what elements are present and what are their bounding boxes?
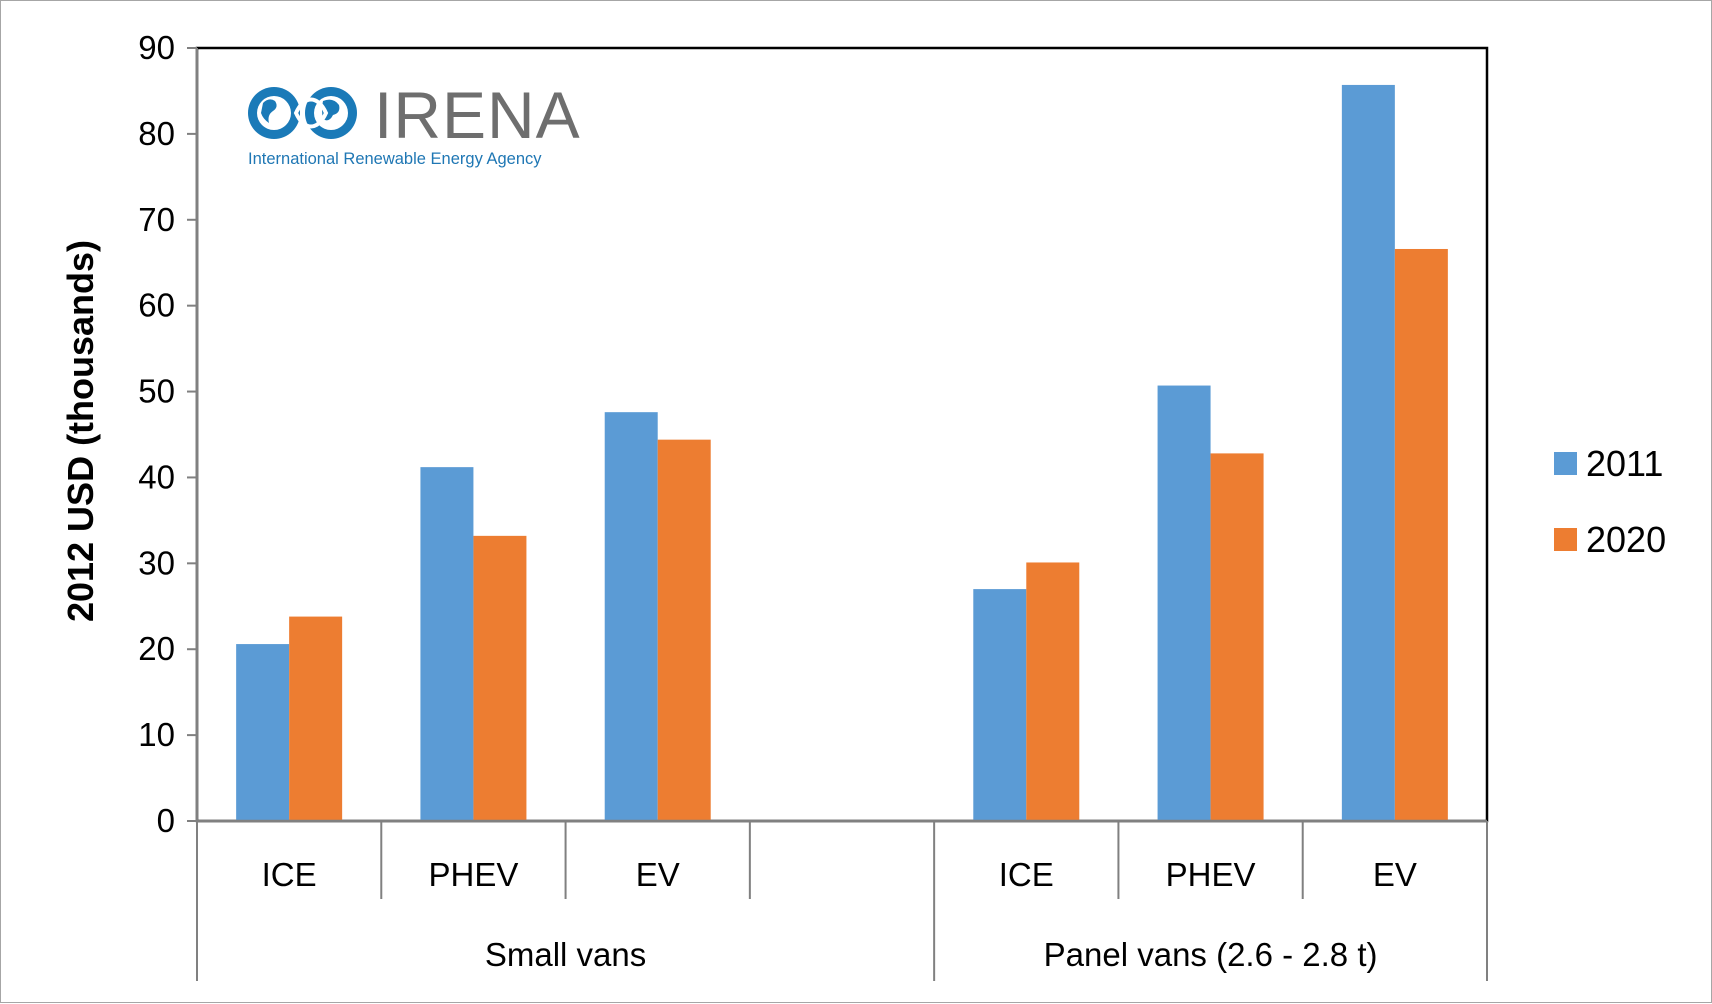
logo-tagline: International Renewable Energy Agency <box>248 150 542 168</box>
y-tick-label: 70 <box>138 201 175 238</box>
y-axis-label: 2012 USD (thousands) <box>60 240 101 622</box>
y-tick-label: 20 <box>138 630 175 667</box>
y-tick-label: 90 <box>138 29 175 66</box>
bar-2020-0 <box>289 616 343 821</box>
y-tick-label: 30 <box>138 544 175 581</box>
bar-2011-4 <box>1157 385 1211 821</box>
infinity-globe-icon <box>248 87 357 139</box>
legend-swatch <box>1554 452 1577 475</box>
bar-2020-4 <box>1210 453 1264 821</box>
x-category-label: ICE <box>262 856 317 893</box>
y-tick-label: 40 <box>138 458 175 495</box>
bar-2011-0 <box>236 644 290 821</box>
y-tick-label: 50 <box>138 373 175 410</box>
irena-logo: IRENA International Renewable Energy Age… <box>248 78 581 168</box>
legend-label: 2011 <box>1586 443 1663 484</box>
bar-2011-2 <box>604 412 658 821</box>
x-category-label: EV <box>1373 856 1417 893</box>
x-group-label: Small vans <box>485 936 646 973</box>
y-tick-label: 0 <box>157 802 175 839</box>
x-category-label: ICE <box>999 856 1054 893</box>
x-category-label: PHEV <box>1166 856 1256 893</box>
legend-swatch <box>1554 528 1577 551</box>
y-tick-label: 80 <box>138 115 175 152</box>
bar-2020-3 <box>1026 562 1080 821</box>
bar-2020-5 <box>1394 248 1448 822</box>
logo-wordmark: IRENA <box>374 78 581 152</box>
legend-label: 2020 <box>1586 519 1666 560</box>
bar-2020-1 <box>473 535 527 821</box>
bar-2020-2 <box>657 439 711 821</box>
x-category-label: PHEV <box>428 856 518 893</box>
y-tick-label: 10 <box>138 716 175 753</box>
x-category-label: EV <box>636 856 680 893</box>
legend-item-2020: 2020 <box>1554 519 1666 560</box>
bar-2011-1 <box>420 467 474 821</box>
x-group-label: Panel vans (2.6 - 2.8 t) <box>1044 936 1378 973</box>
legend-item-2011: 2011 <box>1554 443 1663 484</box>
y-tick-label: 60 <box>138 287 175 324</box>
bar-2011-3 <box>973 589 1027 821</box>
bar-2011-5 <box>1341 84 1395 821</box>
